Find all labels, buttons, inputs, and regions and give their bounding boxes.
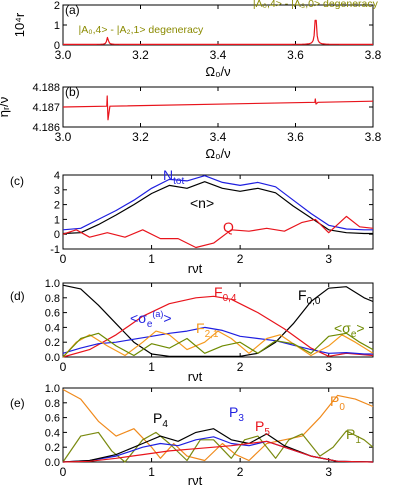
y-tick-label: 4.187: [32, 102, 60, 114]
x-axis-label: rνt: [188, 473, 203, 488]
y-tick-label: 0.4: [45, 427, 60, 439]
y-tick-label: 4: [54, 170, 60, 182]
plot-frame: [62, 282, 374, 358]
x-tick-label: 3: [325, 360, 332, 374]
series-label: F0,0: [298, 287, 321, 307]
panel-label: (a): [65, 3, 80, 17]
series-label: P3: [229, 404, 244, 424]
x-tick-label: 3.4: [210, 48, 227, 62]
x-tick-label: 0: [60, 252, 67, 266]
panel-label: (e): [10, 396, 25, 410]
series-line-P1: [62, 430, 374, 463]
panel-a: 3.0 3.2 3.4 3.6 3.8 0 1 2 (a) Ω₀/ν 10⁴r |A₀,4> - |A…: [12, 0, 382, 79]
x-tick-label: 3.8: [365, 130, 382, 144]
x-axis-label: rνt: [188, 261, 203, 276]
series-label: Q: [223, 219, 234, 235]
y-axis-label: ηᵣ/ν: [0, 97, 11, 117]
x-tick-label: 0: [60, 360, 67, 374]
x-tick-label: 1: [148, 360, 155, 374]
y-tick-label: 0.4: [45, 322, 60, 334]
x-tick-label: 3.2: [132, 130, 149, 144]
series-label: F2,1: [196, 320, 219, 340]
x-axis-label: Ω₀/ν: [205, 64, 230, 79]
series-label: <σe>: [334, 320, 365, 340]
x-tick-label: 3: [325, 252, 332, 266]
plot-frame: [62, 174, 374, 250]
series-label: P4: [153, 410, 168, 430]
x-tick-label: 0: [60, 465, 67, 479]
x-tick-label: 2: [237, 360, 244, 374]
y-tick-label: 0.0: [45, 352, 60, 364]
x-tick-label: 1: [148, 465, 155, 479]
x-tick-label: 2: [237, 465, 244, 479]
series-label: P5: [255, 418, 270, 438]
x-tick-label: 3.6: [287, 48, 304, 62]
y-tick-label: 4.188: [32, 82, 60, 94]
series-line--e-: [62, 332, 374, 358]
y-tick-label: 2: [54, 200, 60, 212]
x-tick-label: 3: [325, 465, 332, 479]
y-tick-label: 0.8: [45, 398, 60, 410]
y-axis-label: 10⁴r: [12, 12, 27, 37]
series-label: P1: [346, 426, 361, 446]
y-tick-label: 0.0: [45, 457, 60, 469]
series-line-P3: [62, 436, 374, 463]
y-tick-label: 3: [54, 185, 60, 197]
x-tick-label: 3.6: [287, 130, 304, 144]
series-line--n-: [62, 181, 373, 235]
x-tick-label: 3.0: [55, 48, 72, 62]
series-line-F0-0: [62, 284, 374, 357]
y-tick-label: -1: [50, 244, 60, 256]
y-tick-label: 0: [54, 40, 60, 52]
panel-b: 3.0 3.2 3.4 3.6 3.8 4.186 4.187 4.188 (b) Ω₀/ν ηᵣ/…: [0, 82, 382, 161]
series-label: <σe(a)>: [130, 309, 172, 330]
x-tick-label: 3.2: [132, 48, 149, 62]
series-label: P0: [330, 393, 345, 413]
x-tick-label: 3.4: [210, 130, 227, 144]
y-tick-label: 1: [54, 20, 60, 32]
y-tick-label: 1.0: [45, 278, 60, 290]
series-line-P0: [62, 388, 374, 462]
y-tick-label: 0.6: [45, 413, 60, 425]
panel-label: (c): [10, 174, 24, 188]
y-tick-label: 0.2: [45, 337, 60, 349]
x-tick-label: 3.8: [365, 48, 382, 62]
x-tick-label: 1: [148, 252, 155, 266]
y-tick-label: 0.6: [45, 308, 60, 320]
series-label: Ntot: [163, 167, 184, 187]
series-line-b: [62, 95, 374, 121]
series-line-Q: [62, 215, 374, 249]
x-tick-label: 2: [237, 252, 244, 266]
y-tick-label: 0.2: [45, 442, 60, 454]
series-line-P5: [62, 440, 374, 463]
series-line-a: [63, 19, 373, 45]
series-line-F0-4: [62, 295, 374, 358]
x-axis-label: Ω₀/ν: [205, 146, 230, 161]
y-tick-label: 0.8: [45, 293, 60, 305]
panel-d: 0 1 2 3 0.0 0.2 0.4 0.6 0.8 1.0 (d) rνt F0,0 F0,4 <σe(…: [10, 278, 374, 384]
y-tick-label: 4.186: [32, 122, 60, 134]
series-line-Ntot: [62, 175, 373, 231]
plot-frame: [62, 387, 374, 463]
panel-label: (d): [10, 289, 25, 303]
y-tick-label: 1.0: [45, 383, 60, 395]
x-axis-label: rνt: [188, 369, 203, 384]
panel-label: (b): [65, 85, 80, 99]
y-tick-label: 2: [54, 0, 60, 12]
annotation-text: |A₀,4> - |A₃,0> degeneracy: [253, 0, 379, 10]
series-line-F2-1: [62, 330, 374, 358]
annotation-text: |A₀,4> - |A₂,1> degeneracy: [79, 24, 205, 36]
series-line--e-a-: [62, 326, 373, 355]
series-label: <n>: [190, 195, 214, 211]
series-label: F0,4: [214, 284, 237, 304]
y-tick-label: 1: [54, 214, 60, 226]
y-tick-label: 0: [54, 229, 60, 241]
x-tick-label: 3.0: [55, 130, 72, 144]
